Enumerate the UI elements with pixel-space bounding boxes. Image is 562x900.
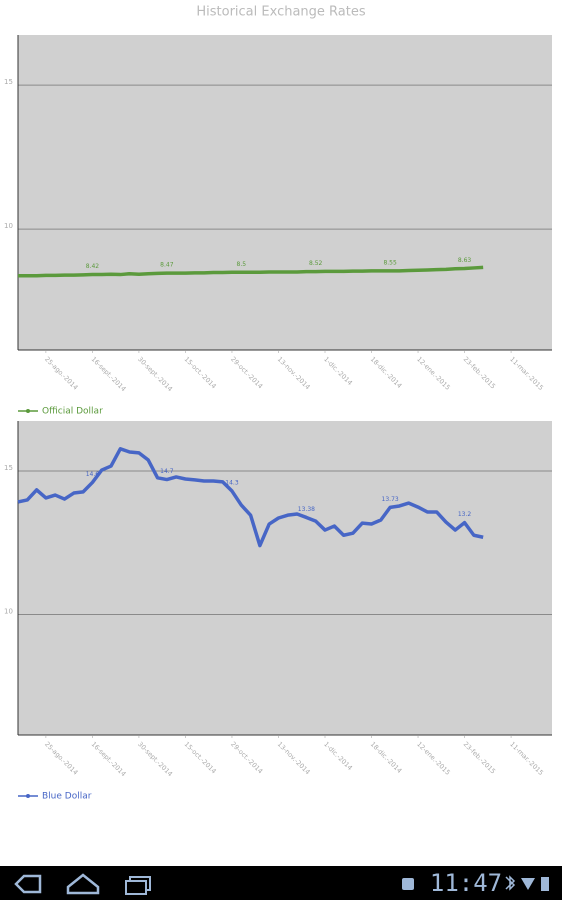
legend-label: Blue Dollar: [42, 792, 92, 802]
x-tick-label: 1-dic.-2014: [322, 740, 354, 772]
data-label: 8.47: [160, 262, 174, 269]
battery-icon: [541, 877, 549, 891]
x-tick-label: 25-ago.-2014: [43, 355, 79, 391]
legend-marker: [26, 794, 30, 798]
home-button[interactable]: [66, 873, 100, 895]
page-title: Historical Exchange Rates: [196, 5, 365, 20]
x-tick-label: 15-oct.-2014: [183, 355, 218, 390]
debug-icon: [402, 878, 414, 890]
x-tick-label: 29-oct.-2014: [229, 355, 264, 390]
x-tick-label: 13-nov.-2014: [276, 740, 312, 776]
x-tick-label: 16-sept.-2014: [90, 355, 128, 393]
x-tick-label: 30-sept.-2014: [136, 740, 174, 778]
data-label: 14.6: [86, 471, 100, 478]
x-tick-label: 23-feb.-2015: [462, 740, 497, 775]
data-label: 14.7: [160, 468, 174, 475]
data-label: 8.42: [86, 263, 100, 270]
legend-label: Official Dollar: [42, 407, 103, 417]
plot-area: [18, 421, 552, 735]
x-tick-label: 11-mar.-2015: [508, 740, 545, 777]
x-tick-label: 16-sept.-2014: [90, 740, 128, 778]
y-tick-label: 10: [4, 607, 13, 615]
x-tick-label: 1-dic.-2014: [322, 355, 354, 387]
x-tick-label: 15-oct.-2014: [183, 740, 218, 775]
x-tick-label: 13-nov.-2014: [276, 355, 312, 391]
data-label: 13.73: [382, 496, 399, 503]
bluetooth-icon: [505, 875, 516, 891]
data-label: 8.5: [237, 261, 247, 268]
clock: 11:47: [430, 869, 502, 897]
data-line: [18, 265, 484, 278]
x-tick-label: 18-dic.-2014: [369, 740, 404, 775]
data-label: 8.55: [383, 259, 397, 266]
data-label: 8.52: [309, 260, 323, 267]
data-label: 13.38: [298, 506, 315, 513]
data-label: 13.2: [458, 511, 472, 518]
x-tick-label: 23-feb.-2015: [462, 355, 497, 390]
plot-area: [18, 35, 552, 350]
y-tick-label: 15: [4, 78, 13, 86]
data-line: [17, 447, 484, 548]
x-tick-label: 12-ene.-2015: [415, 355, 452, 392]
x-tick-label: 18-dic.-2014: [369, 355, 404, 390]
y-tick-label: 10: [4, 222, 13, 230]
x-tick-label: 11-mar.-2015: [508, 355, 545, 392]
recent-icon: [125, 880, 147, 895]
y-tick-label: 15: [4, 464, 13, 472]
data-label: 14.3: [225, 480, 239, 487]
wifi-icon: [521, 878, 535, 890]
x-tick-label: 29-oct.-2014: [229, 740, 264, 775]
recent-apps-button[interactable]: [125, 876, 151, 895]
x-tick-label: 12-ene.-2015: [415, 740, 452, 777]
legend-marker: [26, 409, 30, 413]
back-button[interactable]: [14, 874, 42, 894]
x-tick-label: 30-sept.-2014: [136, 355, 174, 393]
x-tick-label: 25-ago.-2014: [43, 740, 79, 776]
data-label: 8.63: [458, 257, 472, 264]
